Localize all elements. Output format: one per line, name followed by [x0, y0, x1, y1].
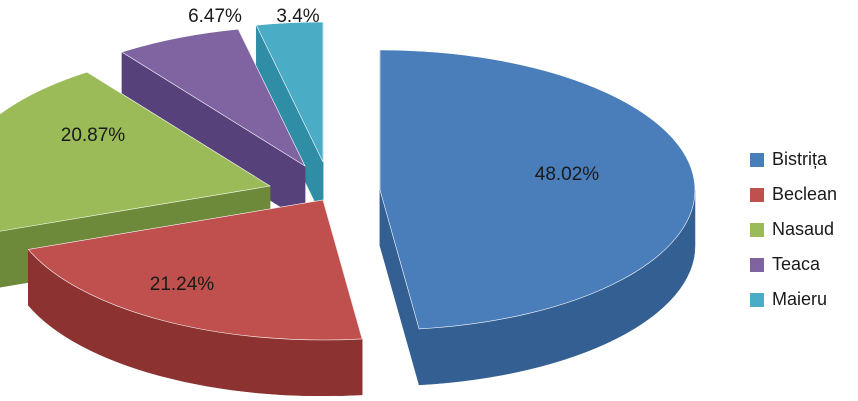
legend-swatch-nasaud [750, 223, 764, 237]
legend-label-maieru: Maieru [772, 289, 827, 309]
pie-slice-maieru [255, 21, 324, 163]
data-label-maieru: 3.4% [276, 6, 319, 27]
legend-swatch-beclean [750, 188, 764, 202]
legend-label-bistria: Bistrița [772, 149, 828, 169]
legend-label-beclean: Beclean [772, 184, 837, 204]
pie-slice-teaca [121, 28, 306, 167]
data-label-teaca: 6.47% [188, 6, 242, 27]
pie-slice-bistria [379, 49, 696, 330]
legend-swatch-maieru [750, 293, 764, 307]
legend-swatch-bistria [750, 153, 764, 167]
pie-slice-nasaud [0, 71, 271, 232]
data-label-nasaud: 20.87% [61, 125, 126, 146]
legend-label-teaca: Teaca [772, 254, 821, 274]
data-label-bistria: 48.02% [535, 164, 600, 185]
data-label-beclean: 21.24% [150, 274, 215, 295]
legend: Bistrița Beclean Nasaud Teaca Maieru [750, 149, 837, 309]
legend-label-nasaud: Nasaud [772, 219, 834, 239]
legend-swatch-teaca [750, 258, 764, 272]
pie-tops [0, 21, 696, 341]
pie-slice-beclean [27, 199, 363, 341]
